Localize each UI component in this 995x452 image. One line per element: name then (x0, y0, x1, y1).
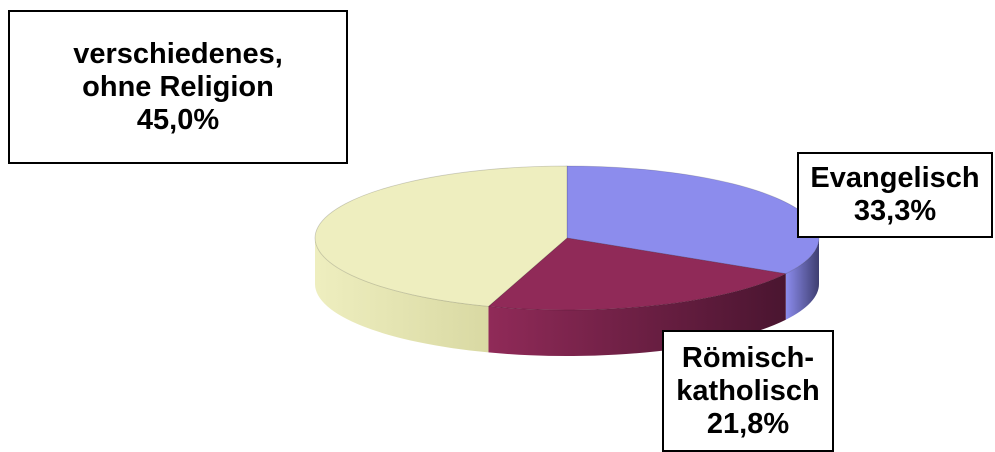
label-box-evangelisch: Evangelisch 33,3% (797, 152, 993, 238)
label-other-line-1: verschiedenes, (73, 37, 283, 70)
label-other-line-2: ohne Religion (82, 70, 274, 103)
label-evangelisch-line-2: 33,3% (853, 195, 937, 227)
label-evangelisch-line-1: Evangelisch (810, 162, 980, 194)
pie-side-evangelisch (785, 238, 819, 320)
pie-tops (314, 165, 820, 311)
pie-side-other (315, 238, 489, 353)
pie-slice-other (314, 165, 568, 307)
label-box-katholisch: Römisch- katholisch 21,8% (662, 330, 834, 452)
label-katholisch-line-3: 21,8% (706, 407, 790, 440)
label-box-other: verschiedenes, ohne Religion 45,0% (8, 10, 348, 164)
label-katholisch-line-2: katholisch (676, 374, 820, 407)
label-katholisch-line-1: Römisch- (681, 341, 815, 374)
label-other-line-3: 45,0% (136, 103, 220, 136)
pie-slice-katholisch (487, 237, 788, 311)
pie-slice-evangelisch (566, 165, 820, 275)
